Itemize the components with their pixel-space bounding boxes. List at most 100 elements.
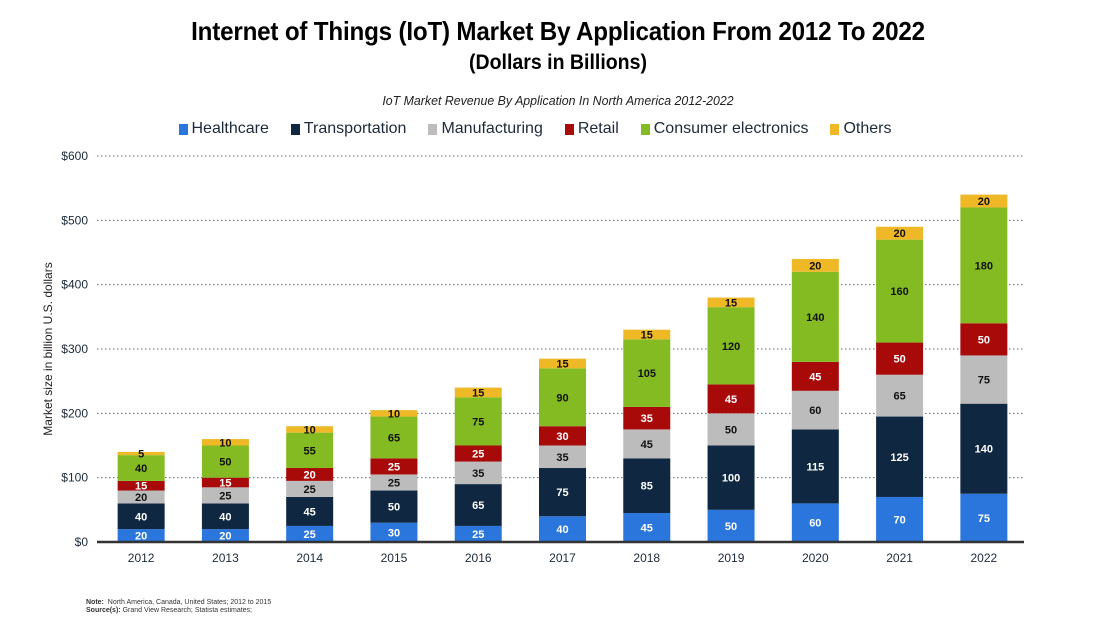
bar-segment-healthcare [707, 509, 755, 542]
bar-segment-retail [876, 342, 924, 375]
y-tick-label: $200 [61, 406, 88, 420]
chart-title: Internet of Things (IoT) Market By Appli… [191, 16, 925, 46]
data-label: 50 [219, 457, 231, 469]
bar-segment-consumer-electronics [201, 445, 249, 478]
chart-units-subtitle: (Dollars in Billions) [469, 51, 647, 74]
data-label: 90 [556, 392, 568, 404]
bar-segment-retail [454, 445, 502, 462]
bar-stack-2022: 75 140 75 50 180 20 [960, 194, 1008, 542]
bar-segment-others [960, 194, 1008, 208]
data-label: 20 [978, 196, 990, 208]
bar-segment-consumer-electronics [286, 432, 334, 469]
legend-item-consumer-electronics: Consumer electronics [640, 120, 808, 138]
data-label: 20 [893, 228, 905, 240]
bar-segment-manufacturing [286, 480, 334, 497]
y-tick-label: $100 [61, 471, 88, 485]
bar-segment-others [370, 410, 418, 417]
bar-stack-2015: 30 50 25 25 65 10 [370, 408, 418, 542]
data-label: 10 [219, 437, 231, 449]
bar-segment-transportation [707, 445, 755, 510]
data-label: 25 [219, 490, 231, 502]
data-label: 55 [304, 445, 316, 457]
bar-stack-2018: 45 85 45 35 105 15 [623, 330, 671, 542]
bar-segment-manufacturing [454, 461, 502, 485]
data-label: 25 [304, 484, 316, 496]
data-label: 140 [975, 444, 993, 456]
bar-segment-transportation [201, 503, 249, 530]
bar-segment-healthcare [623, 513, 671, 542]
bar-segment-others [286, 426, 334, 433]
stacked-bar-chart: $0$100$200$300$400$500$600 2040201540520… [41, 149, 1024, 565]
data-label: 75 [978, 513, 990, 525]
data-label: 15 [725, 297, 737, 309]
bar-segment-consumer-electronics [960, 207, 1008, 324]
data-label: 15 [135, 481, 147, 493]
x-tick-label: 2021 [886, 551, 913, 565]
bar-stack-2014: 25 45 25 20 55 10 [286, 424, 334, 542]
data-label: 35 [556, 452, 568, 464]
bar-segment-manufacturing [623, 429, 671, 459]
data-label: 35 [472, 468, 484, 480]
data-label: 65 [472, 500, 484, 512]
data-label: 40 [135, 511, 147, 523]
data-label: 120 [722, 341, 740, 353]
bar-segment-retail [201, 477, 249, 488]
y-tick-label: $300 [61, 342, 88, 356]
data-label: 60 [809, 518, 821, 530]
data-label: 25 [388, 477, 400, 489]
data-label: 50 [978, 334, 990, 346]
data-label: 140 [806, 312, 824, 324]
legend-label: Healthcare [191, 120, 269, 137]
data-label: 35 [641, 413, 653, 425]
bar-segment-consumer-electronics [876, 239, 924, 343]
data-label: 45 [304, 506, 316, 518]
data-label: 15 [556, 358, 568, 370]
footer-note: Note: North America, Canada, United Stat… [86, 599, 271, 615]
data-label: 45 [641, 523, 653, 535]
bar-segment-healthcare [539, 516, 586, 542]
bar-segment-healthcare [286, 525, 334, 542]
bar-segment-transportation [539, 468, 586, 517]
bar-segment-retail [370, 458, 418, 475]
bar-segment-others [117, 451, 165, 456]
data-label: 60 [809, 405, 821, 417]
y-axis-label: Market size in billion U.S. dollars [41, 262, 55, 435]
bar-segment-consumer-electronics [454, 397, 502, 446]
bar-segment-healthcare [454, 525, 502, 542]
data-label: 5 [138, 449, 144, 461]
data-label: 40 [556, 524, 568, 536]
bar-segment-others [707, 297, 755, 308]
data-label: 40 [135, 463, 147, 475]
bar-segment-manufacturing [791, 390, 839, 430]
bar-segment-healthcare [791, 503, 839, 542]
bar-segment-retail [117, 480, 165, 491]
bar-segment-transportation [117, 503, 165, 530]
x-tick-label: 2022 [971, 551, 998, 565]
bar-segment-healthcare [370, 522, 418, 542]
legend-swatch [428, 123, 438, 135]
data-label: 125 [890, 452, 908, 464]
data-label: 15 [472, 387, 484, 399]
data-label: 20 [304, 469, 316, 481]
data-label: 45 [641, 439, 653, 451]
data-label: 30 [556, 431, 568, 443]
x-tick-label: 2015 [381, 551, 408, 565]
bar-segment-transportation [876, 416, 924, 497]
data-label: 50 [725, 424, 737, 436]
bar-segment-manufacturing [201, 487, 249, 504]
x-tick-label: 2019 [718, 551, 745, 565]
legend-label: Retail [577, 120, 619, 137]
bar-segment-healthcare [960, 493, 1008, 542]
data-label: 45 [809, 371, 821, 383]
legend-item-transportation: Transportation [290, 120, 406, 138]
bar-stack-2019: 50 100 50 45 120 15 [707, 297, 755, 542]
legend-swatch [830, 123, 840, 135]
x-tick-label: 2020 [802, 551, 829, 565]
legend-label: Others [843, 120, 892, 137]
bar-segment-healthcare [117, 529, 165, 542]
data-label: 50 [388, 502, 400, 514]
legend-item-retail: Retail [564, 120, 619, 138]
data-label: 40 [219, 511, 231, 523]
bar-segment-consumer-electronics [370, 416, 418, 459]
